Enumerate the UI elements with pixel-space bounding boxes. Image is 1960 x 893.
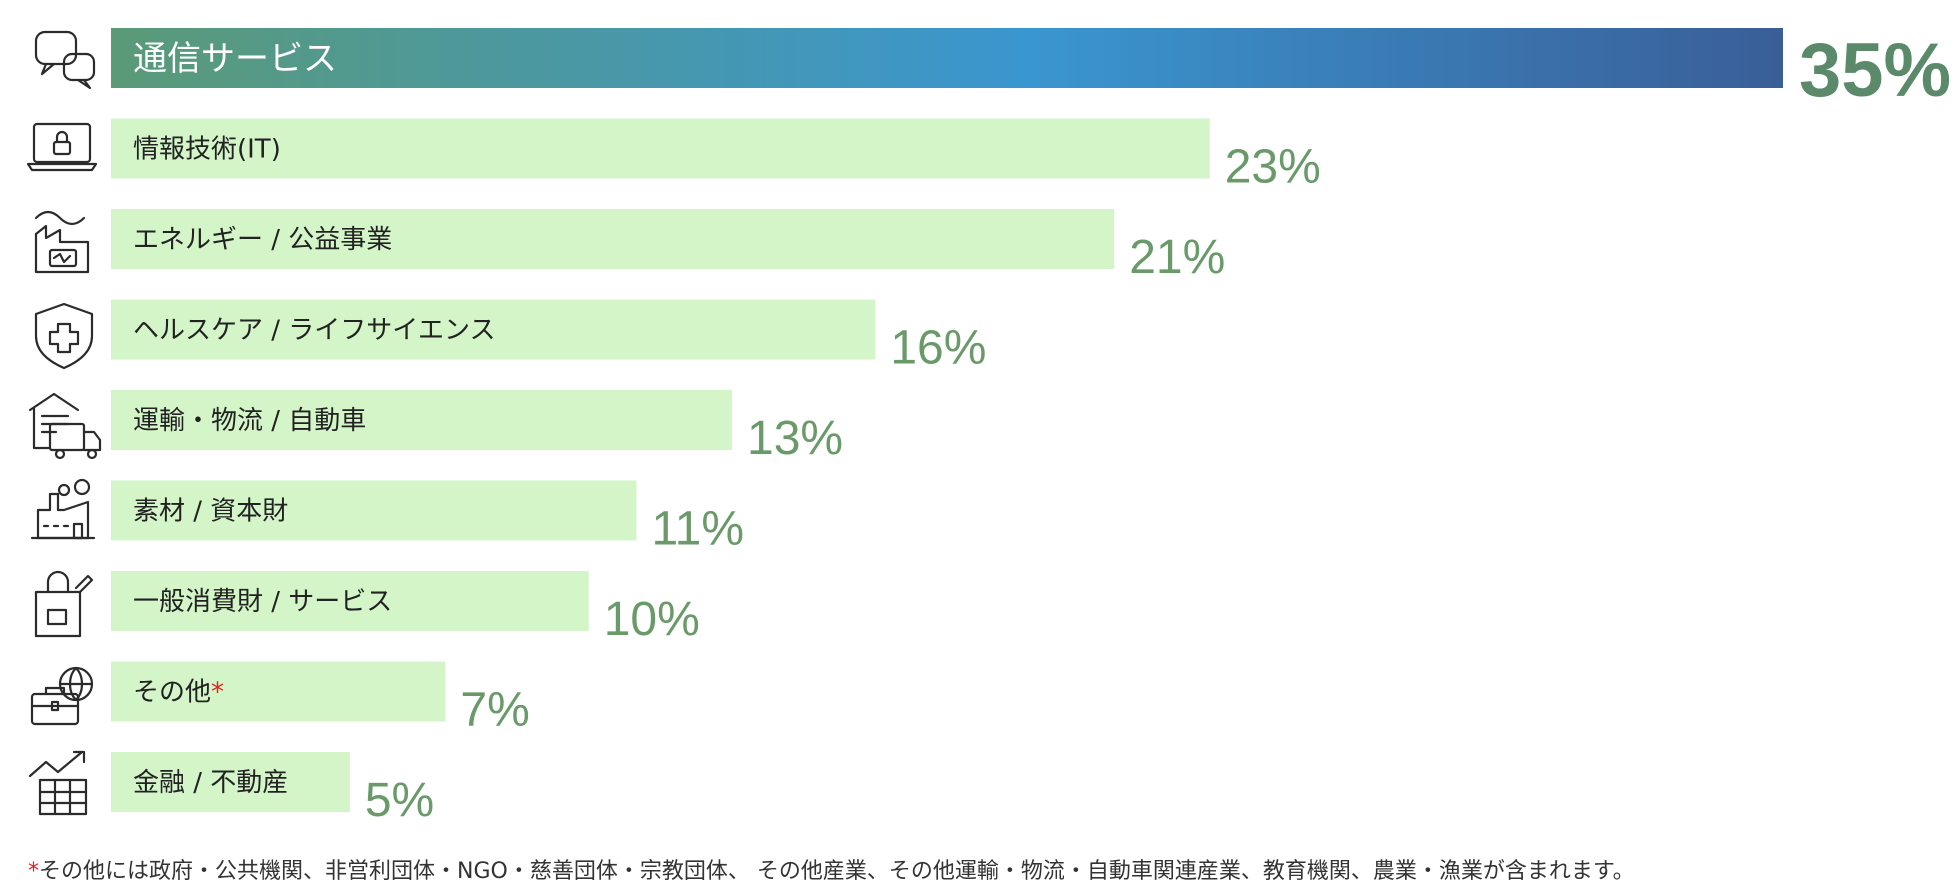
bar-category-label: 情報技術(IT) [133, 135, 281, 165]
chat-bubbles-icon [34, 30, 96, 90]
bar-category-label: その他* [133, 678, 224, 708]
briefcase-globe-icon [30, 666, 94, 726]
bar-5 [111, 480, 637, 541]
bar-3 [111, 299, 876, 360]
bar-value-label: 5% [365, 774, 434, 827]
shield-cross-icon [34, 302, 94, 370]
bar-8 [111, 752, 350, 812]
bar-4 [111, 390, 733, 450]
finance-chart-icon [28, 750, 88, 816]
bar-value-label: 7% [460, 684, 529, 737]
bar-category-label: ヘルスケア / ライフサイエンス [133, 316, 496, 346]
industrial-factory-icon [30, 478, 96, 540]
energy-factory-icon [34, 210, 90, 274]
bar-value-label: 35% [1799, 28, 1951, 113]
bar-value-label: 16% [890, 322, 986, 375]
shopping-bag-icon [34, 570, 94, 638]
bar-category-label: 運輸・物流 / 自動車 [133, 406, 366, 436]
bar-value-label: 21% [1129, 231, 1225, 284]
bar-0 [111, 28, 1783, 88]
bar-value-label: 11% [651, 503, 744, 556]
asterisk-marker: * [211, 678, 224, 708]
bar-category-label: 素材 / 資本財 [133, 497, 288, 527]
warehouse-truck-icon [28, 392, 102, 460]
bar-value-label: 23% [1225, 141, 1321, 194]
footnote-text: その他には政府・公共機関、非営利団体・NGO・慈善団体・宗教団体、 その他産業、… [39, 859, 1635, 884]
footnote-marker: * [28, 859, 39, 884]
bar-category-label: エネルギー / 公益事業 [133, 225, 392, 255]
bar-category-label: 通信サービス [133, 39, 337, 79]
bar-category-label: 金融 / 不動産 [133, 768, 288, 798]
bar-7 [111, 661, 446, 722]
footnote: *その他には政府・公共機関、非営利団体・NGO・慈善団体・宗教団体、 その他産業… [28, 853, 1635, 885]
bar-1 [111, 118, 1210, 179]
bar-2 [111, 209, 1115, 269]
laptop-lock-icon [26, 122, 98, 172]
bar-value-label: 13% [747, 412, 843, 465]
bar-value-label: 10% [604, 593, 700, 646]
bar-category-label: 一般消費財 / サービス [133, 587, 392, 617]
bar-6 [111, 571, 589, 631]
